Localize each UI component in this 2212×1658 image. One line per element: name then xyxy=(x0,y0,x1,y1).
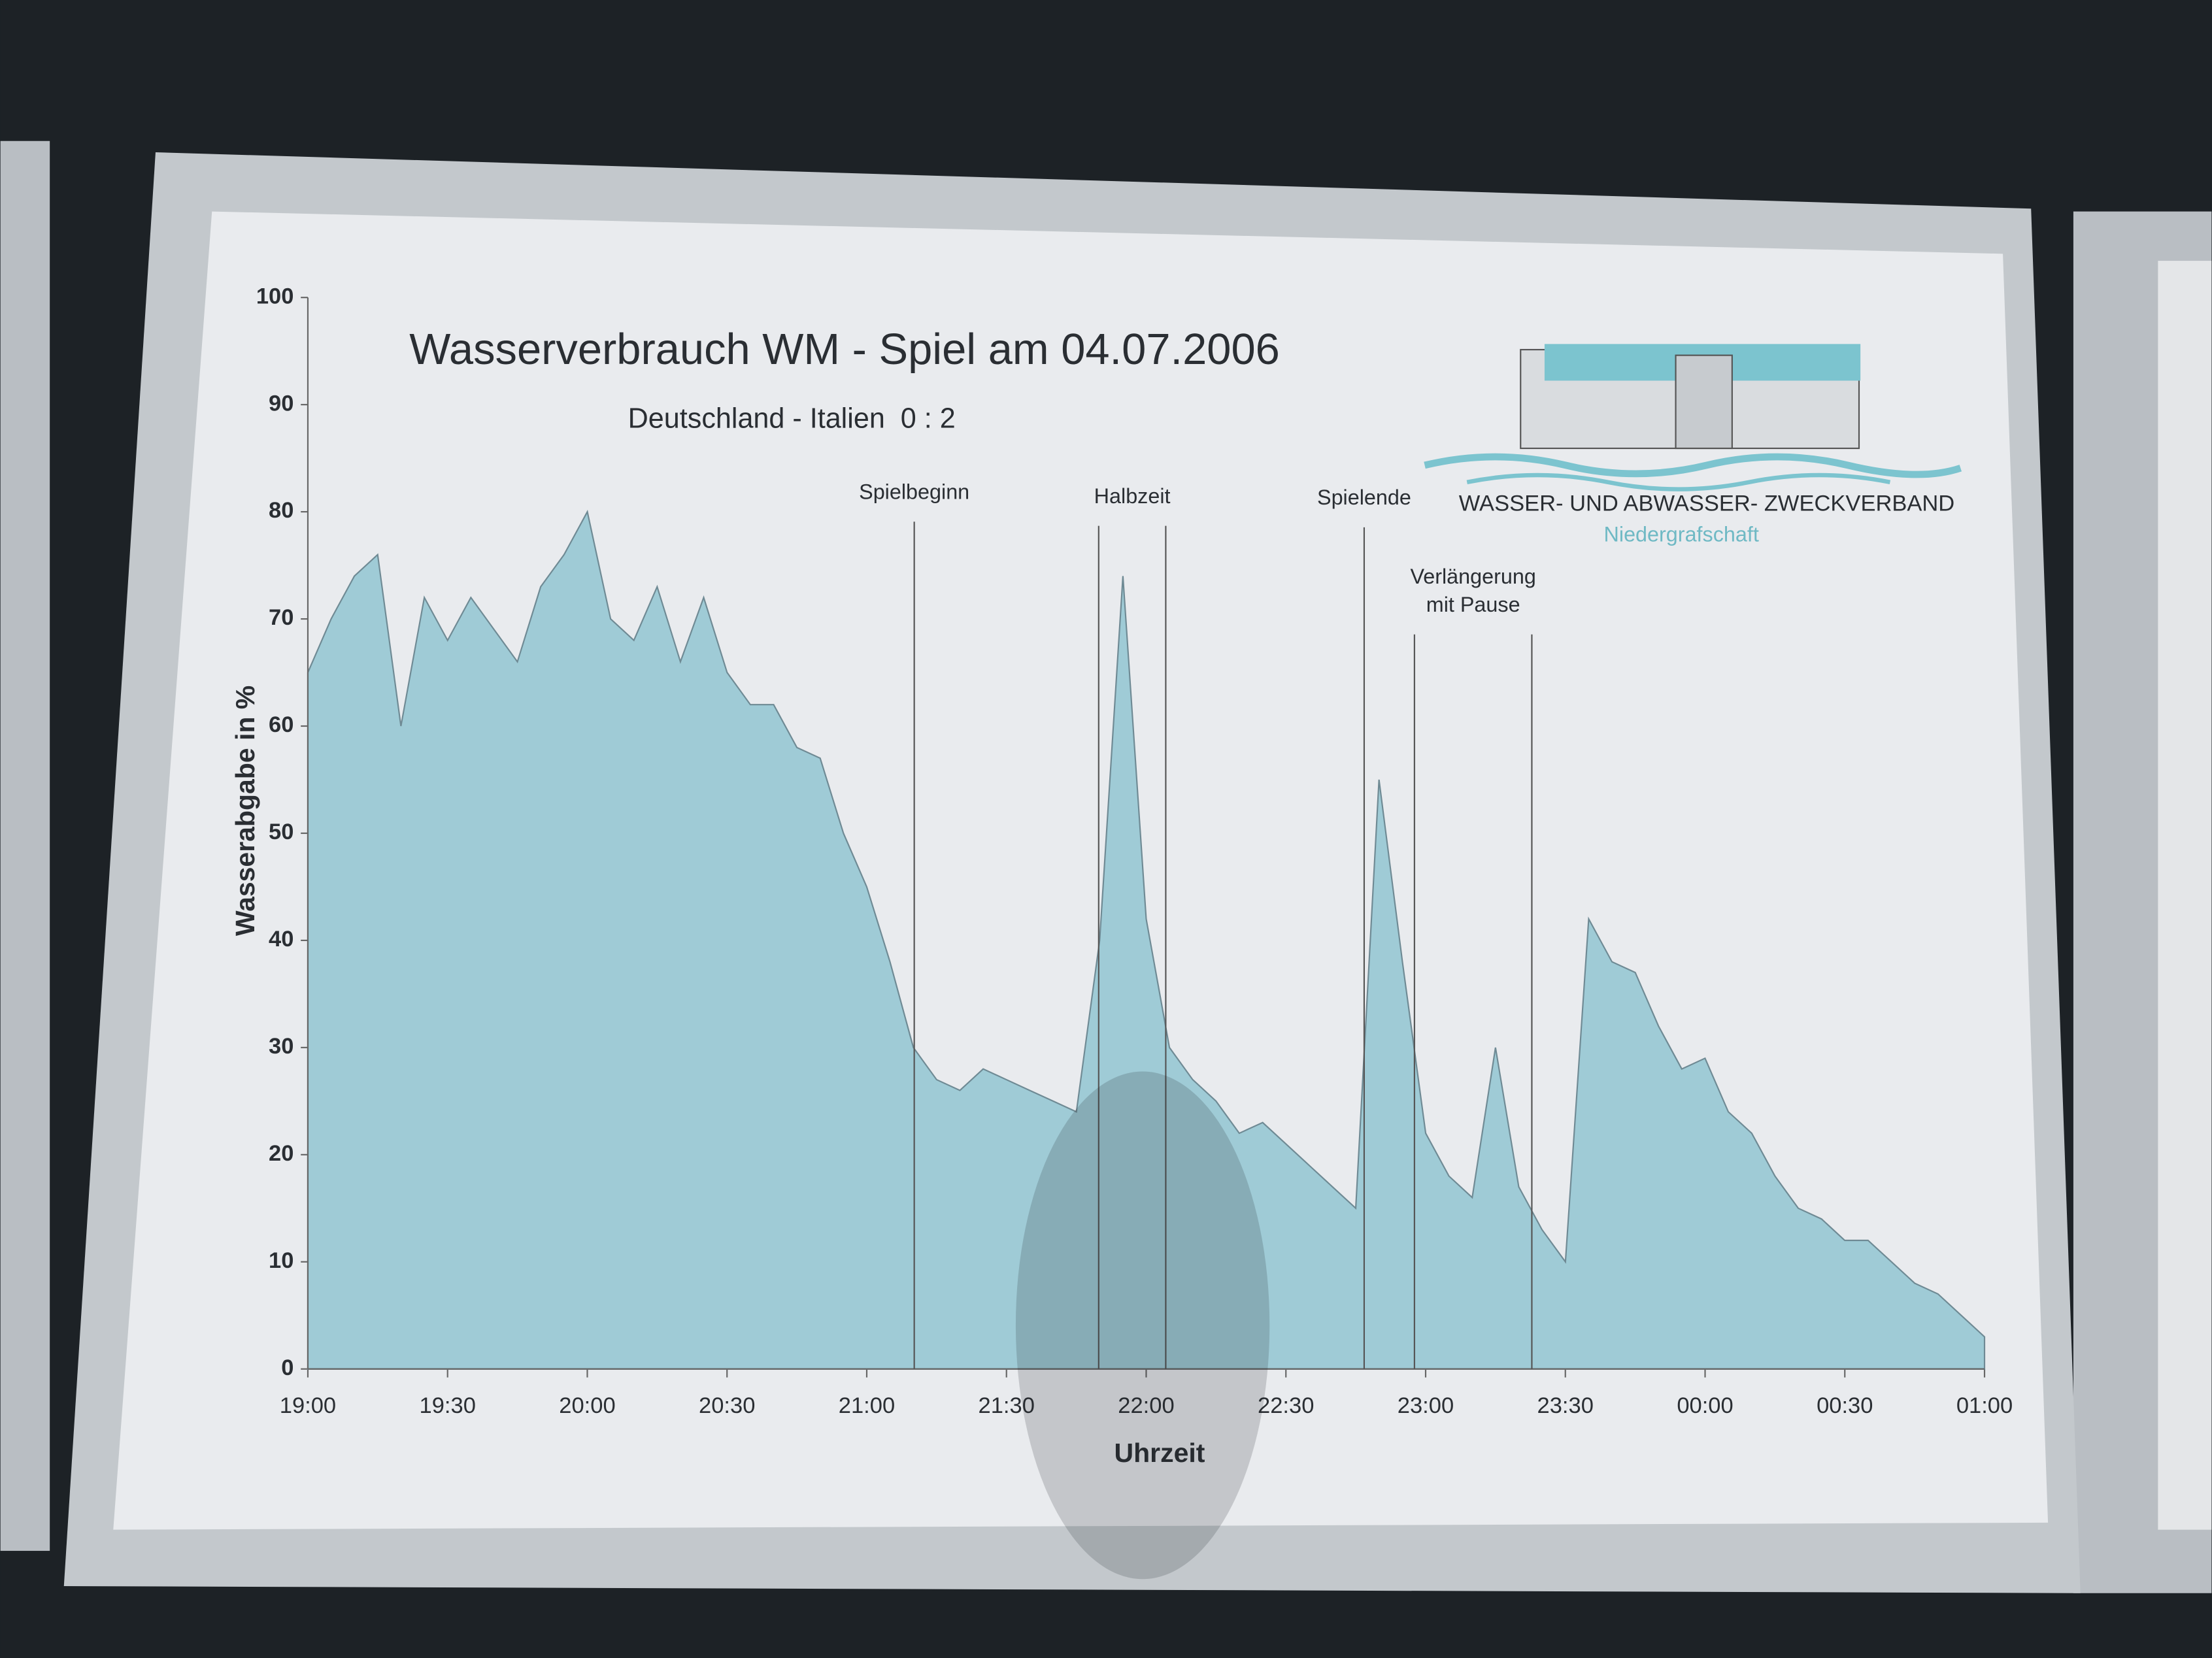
chart-title: Wasserverbrauch WM - Spiel am 04.07.2006 xyxy=(409,325,1280,374)
event-label: Spielende xyxy=(1317,486,1411,509)
x-tick-label: 20:30 xyxy=(699,1393,755,1418)
y-tick-label: 10 xyxy=(269,1248,293,1273)
logo-tower xyxy=(1675,354,1733,450)
x-tick-label: 22:00 xyxy=(1118,1393,1174,1418)
y-axis-label: Wasserabgabe in % xyxy=(230,686,260,936)
y-tick-label: 20 xyxy=(269,1141,293,1166)
x-tick-label: 23:30 xyxy=(1537,1393,1594,1418)
area xyxy=(307,510,1986,1370)
event-label: mit Pause xyxy=(1426,593,1520,616)
y-tick-label: 60 xyxy=(269,712,293,737)
x-axis-label: Uhrzeit xyxy=(1114,1438,1205,1468)
x-tick-label: 21:30 xyxy=(979,1393,1035,1418)
shadow xyxy=(1015,1071,1270,1580)
x-tick-label: 00:00 xyxy=(1677,1393,1733,1418)
x-tick-label: 01:00 xyxy=(1956,1393,2013,1418)
logo-name: WASSER- UND ABWASSER- ZWECKVERBAND xyxy=(1459,491,1954,516)
y-tick-label: 90 xyxy=(269,391,293,416)
x-tick-label: 00:30 xyxy=(1817,1393,1873,1418)
y-tick-label: 50 xyxy=(269,820,293,844)
x-tick-label: 19:00 xyxy=(280,1393,336,1418)
event-label: Halbzeit xyxy=(1094,484,1171,508)
logo-wave xyxy=(1466,473,1891,491)
event-label: Verlängerung xyxy=(1410,565,1535,588)
y-tick-label: 40 xyxy=(269,927,293,952)
left-neighbor-frame xyxy=(0,141,50,1551)
logo-region: Niedergrafschaft xyxy=(1604,522,1759,546)
x-tick-label: 19:30 xyxy=(420,1393,476,1418)
y-tick-label: 80 xyxy=(269,498,293,523)
y-tick-label: 70 xyxy=(269,605,293,630)
logo: WASSER- UND ABWASSER- ZWECKVERBAND Niede… xyxy=(1424,344,1962,546)
x-tick-label: 23:00 xyxy=(1398,1393,1454,1418)
y-tick-label: 100 xyxy=(256,284,294,308)
right-neighbor-paper xyxy=(2158,261,2212,1530)
y-tick-label: 30 xyxy=(269,1034,293,1059)
x-tick-label: 22:30 xyxy=(1258,1393,1314,1418)
x-tick-label: 20:00 xyxy=(559,1393,615,1418)
event-label: Spielbeginn xyxy=(859,480,969,504)
logo-wave xyxy=(1424,453,1962,478)
chart-subtitle: Deutschland - Italien 0 : 2 xyxy=(628,403,956,434)
y-tick-label: 0 xyxy=(281,1355,293,1380)
x-tick-label: 21:00 xyxy=(839,1393,895,1418)
